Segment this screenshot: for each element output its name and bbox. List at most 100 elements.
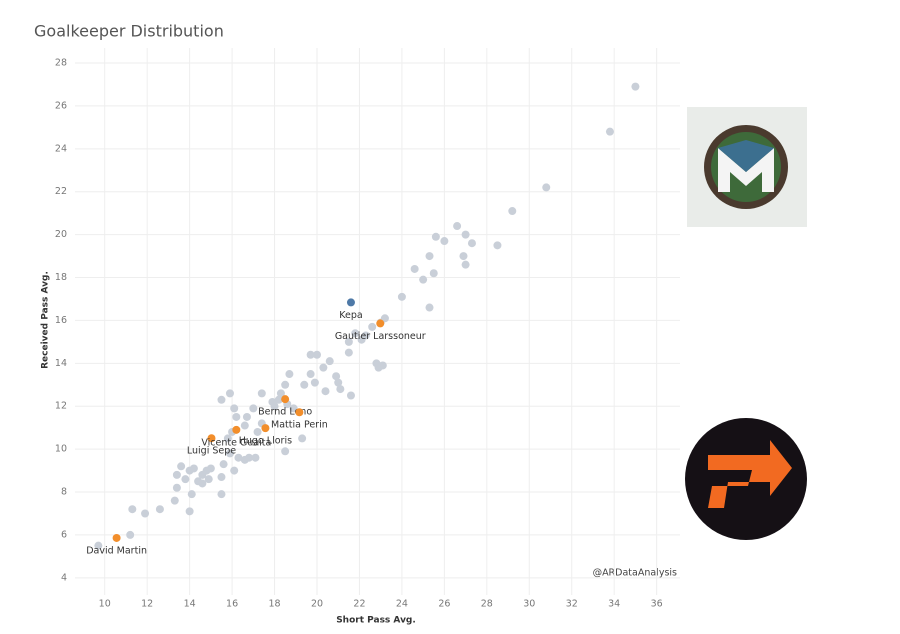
point — [425, 303, 434, 312]
point — [313, 350, 321, 359]
point — [172, 483, 181, 492]
point — [300, 380, 309, 389]
point-label: Kepa — [339, 310, 362, 321]
point — [219, 460, 228, 469]
point — [508, 207, 517, 216]
point — [298, 434, 307, 443]
y-tick-label: 20 — [55, 229, 67, 240]
point — [276, 389, 285, 398]
highlight-point — [376, 319, 385, 328]
point — [325, 357, 334, 366]
point — [344, 337, 353, 346]
point — [172, 470, 181, 479]
point — [346, 391, 355, 400]
point — [187, 490, 196, 499]
point-label: Mattia Perin — [271, 420, 328, 431]
highlight-point — [207, 434, 216, 443]
point — [257, 389, 266, 398]
point — [461, 230, 470, 239]
y-tick-label: 4 — [61, 572, 67, 583]
logo-circle — [685, 418, 807, 540]
y-axis-title: Received Pass Avg. — [41, 271, 51, 369]
point — [493, 241, 502, 250]
point — [198, 479, 207, 488]
highlight-point — [232, 425, 241, 434]
point — [361, 331, 370, 340]
point — [351, 329, 360, 338]
logo-arrow — [708, 440, 792, 508]
point — [467, 239, 476, 248]
point — [217, 490, 226, 499]
y-tick-label: 16 — [55, 315, 67, 326]
y-tick-label: 6 — [61, 529, 67, 540]
point — [177, 462, 186, 471]
point — [170, 496, 179, 505]
y-tick-label: 24 — [55, 143, 67, 154]
point — [605, 127, 614, 136]
point — [234, 453, 243, 462]
point — [344, 348, 353, 357]
point-label: Gautier Larssoneur — [335, 331, 426, 342]
point — [204, 475, 213, 484]
point — [306, 370, 315, 379]
point — [289, 404, 298, 413]
x-axis-title: Short Pass Avg. — [336, 616, 416, 626]
point — [285, 370, 294, 379]
x-tick-label: 36 — [651, 599, 663, 610]
point — [281, 447, 290, 456]
highlight-point — [295, 408, 304, 417]
point — [334, 378, 343, 387]
point-label: Vicente Guaita — [201, 437, 271, 448]
point — [440, 237, 449, 246]
point — [336, 385, 345, 394]
highlight-point — [261, 424, 270, 433]
point — [242, 412, 251, 421]
point — [225, 389, 234, 398]
point — [319, 363, 328, 372]
point — [230, 404, 239, 413]
highlight-point — [346, 298, 355, 307]
x-tick-label: 34 — [608, 599, 620, 610]
x-tick-label: 16 — [226, 599, 238, 610]
point — [126, 530, 135, 539]
y-tick-label: 18 — [55, 272, 67, 283]
point — [332, 372, 341, 381]
point — [310, 378, 319, 387]
point — [380, 314, 389, 323]
point — [217, 395, 226, 404]
highlight-point — [281, 395, 290, 404]
point — [155, 505, 164, 514]
point — [206, 464, 215, 473]
x-tick-label: 20 — [311, 599, 323, 610]
point — [397, 292, 406, 301]
point — [425, 252, 434, 261]
point — [281, 380, 290, 389]
point — [141, 509, 150, 518]
point — [270, 402, 279, 411]
chart-title: Goalkeeper Distribution — [34, 22, 224, 41]
point — [321, 387, 330, 396]
logo-top — [687, 107, 807, 227]
highlight-point — [112, 533, 121, 542]
point — [185, 507, 194, 516]
point — [94, 541, 103, 550]
point — [232, 412, 241, 421]
y-tick-label: 12 — [55, 401, 67, 412]
x-tick-label: 22 — [353, 599, 365, 610]
point — [453, 222, 462, 231]
logo-bottom — [685, 418, 807, 540]
y-tick-label: 26 — [55, 100, 67, 111]
point — [419, 275, 428, 284]
point — [181, 475, 190, 484]
point — [542, 183, 551, 192]
point-label: Luigi Sepe — [187, 446, 236, 457]
point — [128, 505, 137, 514]
point — [245, 453, 254, 462]
x-tick-label: 12 — [141, 599, 153, 610]
point — [230, 466, 239, 475]
point — [225, 449, 234, 458]
point-label: David Martin — [86, 545, 147, 556]
logo-letter — [718, 148, 774, 192]
y-tick-label: 8 — [61, 487, 67, 498]
